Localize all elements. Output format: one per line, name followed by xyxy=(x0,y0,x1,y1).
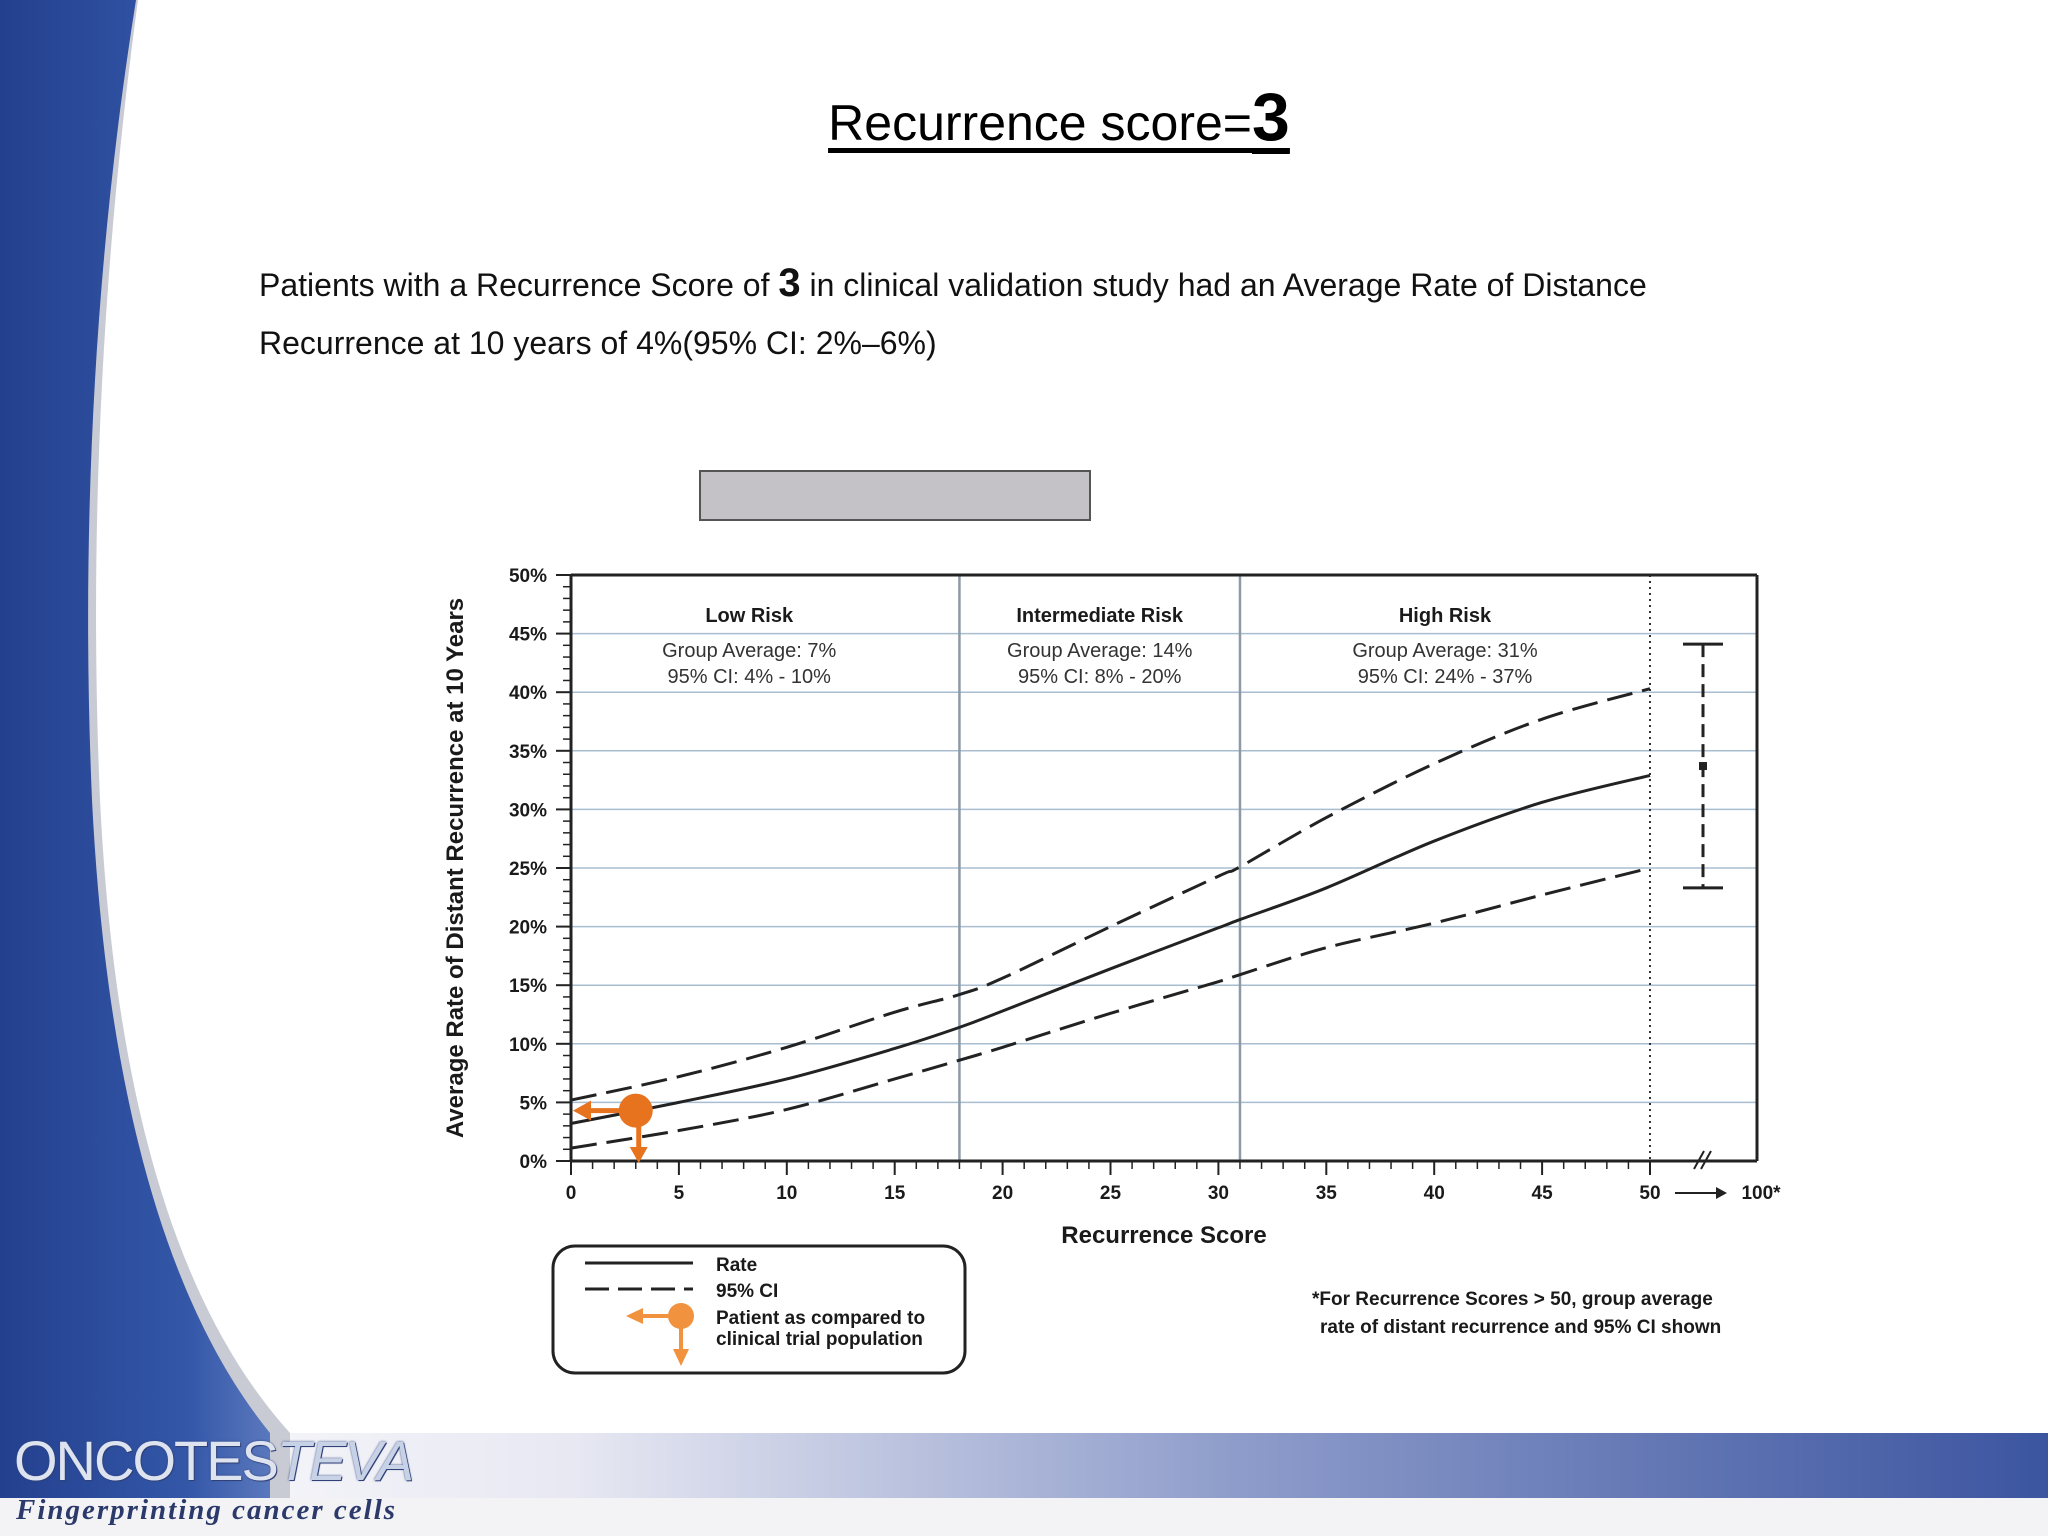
ci-upper-line xyxy=(570,687,1651,1102)
x-extension-arrow-head xyxy=(1716,1187,1727,1199)
legend-patient-label-1: Patient as compared to xyxy=(716,1308,925,1329)
legend-patient-arrow-left-head xyxy=(626,1308,643,1324)
axis-break-mark xyxy=(1693,1150,1705,1170)
redacted-box xyxy=(699,470,1091,521)
y-tick-label: 30% xyxy=(509,800,547,821)
y-axis-title: Average Rate of Distant Recurrence at 10… xyxy=(442,598,469,1138)
x-tick-label: 0 xyxy=(566,1183,577,1204)
y-tick-label: 40% xyxy=(509,683,547,704)
x-tick-label: 20 xyxy=(992,1183,1013,1204)
title-prefix: Recurrence score= xyxy=(828,95,1252,151)
region-average: Group Average: 14% xyxy=(1007,640,1193,662)
patient-marker-point xyxy=(618,1093,653,1128)
footnote-line-1: *For Recurrence Scores > 50, group avera… xyxy=(1312,1289,1713,1310)
region-ci: 95% CI: 8% - 20% xyxy=(1018,666,1182,688)
legend-patient-icon xyxy=(668,1303,694,1329)
region-label: High Risk xyxy=(1399,605,1492,627)
x-tick-label: 15 xyxy=(884,1183,906,1204)
x-tick-label: 45 xyxy=(1532,1183,1554,1204)
y-tick-label: 35% xyxy=(509,742,547,763)
patient-arrow-down-head xyxy=(629,1147,648,1163)
desc-part2: in clinical validation study had an Aver… xyxy=(259,267,1647,361)
legend-rate-label: Rate xyxy=(716,1255,757,1276)
patient-arrow-left-head xyxy=(573,1100,591,1121)
legend-patient-label-2: clinical trial population xyxy=(716,1329,923,1350)
region-average: Group Average: 7% xyxy=(662,640,836,662)
sidebar-swoosh xyxy=(0,0,270,1498)
x-tick-label: 5 xyxy=(674,1183,685,1204)
y-tick-label: 5% xyxy=(520,1093,548,1114)
axis-break-mark xyxy=(1700,1150,1712,1170)
region-ci: 95% CI: 24% - 37% xyxy=(1358,666,1533,688)
desc-score: 3 xyxy=(778,261,801,305)
x-tick-label: 35 xyxy=(1316,1183,1338,1204)
legend-box xyxy=(551,1244,967,1375)
y-tick-label: 15% xyxy=(509,976,547,997)
ci-lower-line xyxy=(570,866,1651,1150)
x-axis-title: Recurrence Score xyxy=(1061,1222,1266,1249)
y-tick-label: 10% xyxy=(509,1035,547,1056)
region-label: Intermediate Risk xyxy=(1016,605,1184,627)
x-tick-label: 10 xyxy=(776,1183,797,1204)
logo-main: ONCOTES xyxy=(14,1429,279,1492)
footer-strip xyxy=(0,1498,2048,1536)
y-tick-label: 0% xyxy=(520,1152,548,1173)
y-tick-label: 25% xyxy=(509,859,547,880)
footnote-line-2: rate of distant recurrence and 95% CI sh… xyxy=(1320,1317,1721,1338)
legend-patient-arrow-down-head xyxy=(673,1349,689,1366)
oncotest-logo: ONCOTESTEVA xyxy=(14,1428,414,1493)
logo-teva: TEVA xyxy=(276,1429,414,1492)
footer-band xyxy=(0,1433,2048,1498)
region-average: Group Average: 31% xyxy=(1352,640,1538,662)
rate-line xyxy=(570,773,1651,1125)
region-ci: 95% CI: 4% - 10% xyxy=(668,666,832,688)
x-tick-label: 30 xyxy=(1208,1183,1229,1204)
description-text: Patients with a Recurrence Score of 3 in… xyxy=(259,254,1819,372)
y-tick-label: 45% xyxy=(509,625,547,646)
y-tick-label: 20% xyxy=(509,918,547,939)
x-tick-label: 40 xyxy=(1424,1183,1445,1204)
logo-tagline: Fingerprinting cancer cells xyxy=(16,1494,398,1526)
x-tick-label-100: 100* xyxy=(1741,1183,1781,1204)
legend-ci-label: 95% CI xyxy=(716,1281,778,1302)
above-50-average-point xyxy=(1699,762,1707,771)
y-tick-label: 50% xyxy=(509,566,547,587)
title-score: 3 xyxy=(1251,79,1290,155)
region-label: Low Risk xyxy=(705,605,794,627)
x-tick-label: 50 xyxy=(1639,1183,1660,1204)
desc-part1: Patients with a Recurrence Score of xyxy=(259,267,779,303)
page-title: Recurrence score=3 xyxy=(0,78,2048,156)
x-tick-label: 25 xyxy=(1100,1183,1122,1204)
